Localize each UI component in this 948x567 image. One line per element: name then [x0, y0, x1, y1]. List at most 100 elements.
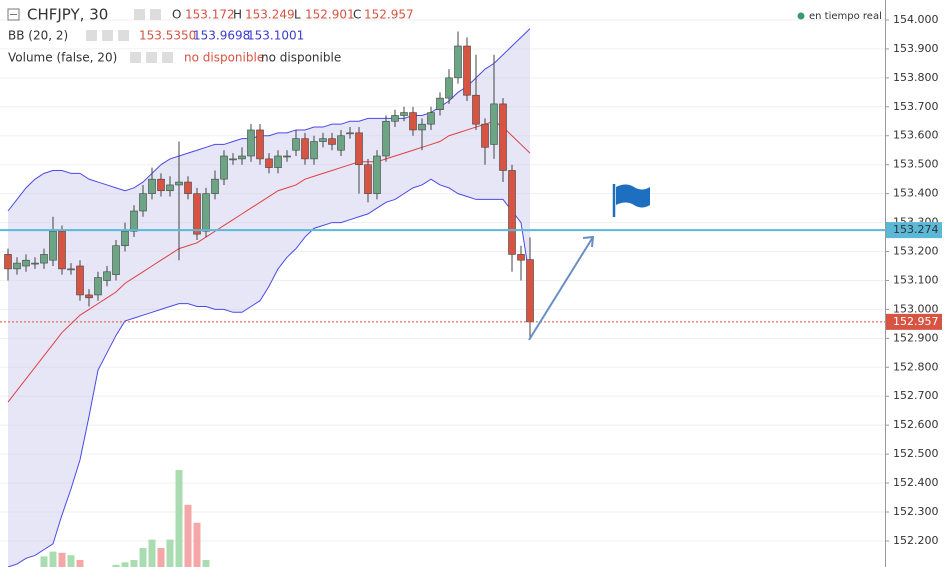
candle-body: [409, 112, 417, 131]
last-price-tag: [886, 313, 942, 330]
icon[interactable]: [86, 30, 97, 41]
candle-body: [40, 254, 48, 264]
icon[interactable]: [134, 9, 145, 20]
candle-body: [436, 97, 444, 110]
icon[interactable]: [146, 52, 157, 63]
y-tick-label: 153.500: [893, 158, 939, 171]
volume-bar: [49, 551, 57, 567]
drawing-arrow[interactable]: [528, 236, 594, 341]
status: en tiempo real: [809, 11, 882, 22]
y-tick-label: 152.200: [893, 534, 939, 547]
candle-body: [319, 138, 327, 142]
ohlc-label: L: [294, 8, 301, 22]
candle-body: [103, 271, 111, 281]
candle-body: [157, 178, 165, 192]
candle-body: [517, 254, 525, 261]
candle-body: [445, 77, 453, 99]
candle-body: [472, 94, 480, 125]
ohlc-label: H: [233, 8, 242, 22]
bb-fill: [8, 28, 530, 567]
last-price-label: 152.957: [893, 315, 939, 328]
volume-status: no disponible: [261, 51, 341, 65]
candle-body: [337, 135, 345, 151]
icon[interactable]: [150, 9, 161, 20]
flag-drawing[interactable]: [612, 184, 650, 217]
ohlc-value: 152.901: [305, 8, 355, 22]
icon[interactable]: [102, 30, 113, 41]
header: CHFJPY, 30 O 153.172 H 153.249 L 152.901…: [7, 6, 882, 65]
y-tick-label: 153.100: [893, 273, 939, 286]
bb-lower: [7, 178, 531, 567]
volume-bar: [148, 539, 156, 567]
candle-body: [454, 45, 462, 79]
bb-value: 153.9698: [193, 29, 250, 43]
volume-bar: [157, 548, 165, 567]
y-tick-label: 153.600: [893, 129, 939, 142]
volume-bar: [139, 548, 147, 567]
candle-body: [121, 230, 129, 247]
candle-body: [238, 155, 246, 160]
candle-body: [49, 230, 57, 261]
candle-body: [94, 277, 102, 296]
price-axis: 152.200 152.300 152.400 152.500 152.600 152.7…: [885, 13, 942, 547]
candle-body: [373, 155, 381, 194]
collapse-icon[interactable]: [7, 8, 20, 21]
y-tick-label: 153.400: [893, 187, 939, 200]
candle-body: [265, 158, 273, 168]
volume-bar: [112, 564, 120, 567]
candle-body: [112, 245, 120, 275]
volume-status: no disponible: [184, 51, 264, 65]
price-line-tag: [886, 222, 942, 239]
candle-body: [463, 45, 471, 96]
candle-body: [499, 103, 507, 171]
flag: [616, 184, 650, 208]
candle-body: [364, 164, 372, 194]
candle-body: [13, 262, 21, 270]
candle-body: [382, 120, 390, 157]
candle-body: [391, 115, 399, 122]
candle-body: [220, 155, 228, 180]
candle-body: [418, 123, 426, 131]
candle-body: [481, 123, 489, 148]
symbol-title: CHFJPY, 30: [27, 6, 108, 24]
volume-bar: [175, 470, 183, 567]
volume-title: Volume (false, 20): [8, 51, 117, 65]
volume-bar: [130, 560, 138, 567]
candle-body: [328, 138, 336, 145]
volume-bar: [184, 504, 192, 567]
candle-body: [139, 193, 147, 212]
bb-value: 153.5350: [139, 29, 196, 43]
drawing-arrow-head: [582, 235, 595, 248]
candle-body: [283, 155, 291, 158]
candle-body: [148, 178, 156, 194]
volume-bar: [58, 552, 66, 567]
candle-body: [211, 178, 219, 194]
volume-bar: [40, 556, 48, 567]
candle-body: [184, 181, 192, 194]
price-line-label: 153.274: [893, 223, 939, 236]
y-tick-label: 154.000: [893, 13, 939, 26]
candle-body: [76, 265, 84, 296]
bb-title: BB (20, 2): [8, 29, 68, 43]
volume-bar: [121, 562, 129, 567]
candle-body: [355, 132, 363, 165]
icon[interactable]: [162, 52, 173, 63]
candle-body: [427, 112, 435, 125]
ohlc-label: O: [172, 8, 181, 22]
y-tick-label: 153.800: [893, 71, 939, 84]
bb-basis: [7, 120, 531, 403]
grid: [0, 19, 885, 542]
candle-body: [400, 112, 408, 116]
candle-body: [229, 158, 237, 161]
candle-body: [202, 193, 210, 232]
candle-body: [166, 184, 174, 192]
y-tick-label: 152.500: [893, 447, 939, 460]
candle-body: [58, 230, 66, 270]
icon[interactable]: [130, 52, 141, 63]
candle-body: [31, 262, 39, 265]
icon[interactable]: [118, 30, 129, 41]
candle-body: [4, 254, 12, 270]
candle-body: [490, 103, 498, 145]
candle-body: [85, 294, 93, 299]
